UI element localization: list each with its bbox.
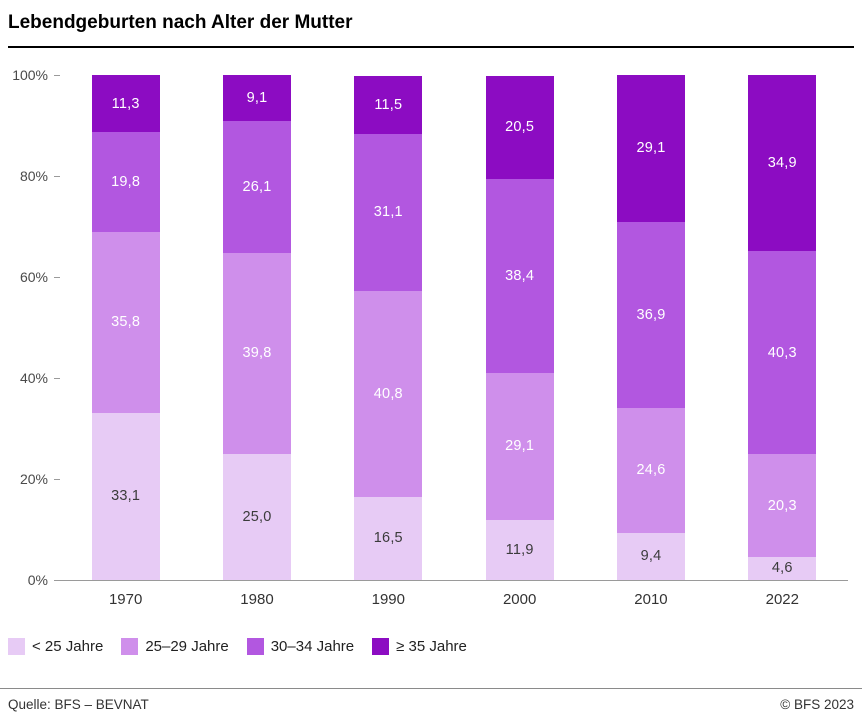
footer: Quelle: BFS – BEVNAT © BFS 2023 bbox=[0, 688, 862, 721]
segment-value-label: 20,5 bbox=[505, 119, 535, 136]
segment-value-label: 9,1 bbox=[246, 89, 268, 106]
bar-segment: 20,5 bbox=[485, 75, 554, 180]
bar-2010: 9,4 24,6 36,9 29,1 bbox=[616, 75, 685, 580]
segment-value-label: 29,1 bbox=[505, 438, 535, 455]
legend-item: ≥ 35 Jahre bbox=[372, 638, 467, 655]
segment-value-label: 39,8 bbox=[242, 345, 272, 362]
bar-segment: 26,1 bbox=[222, 120, 291, 253]
segment-value-label: 40,3 bbox=[767, 344, 797, 361]
legend-item: 30–34 Jahre bbox=[246, 638, 355, 655]
bar-segment: 25,0 bbox=[222, 453, 291, 580]
segment-value-label: 4,6 bbox=[771, 560, 793, 577]
bar-segment: 11,3 bbox=[91, 75, 160, 133]
y-tick-label: 80% bbox=[19, 168, 48, 184]
x-tick-label: 1990 bbox=[371, 591, 405, 608]
bar-1980: 25,0 39,8 26,1 9,1 bbox=[222, 75, 291, 580]
bar-segment: 16,5 bbox=[354, 496, 423, 580]
segment-value-label: 16,5 bbox=[373, 530, 403, 547]
legend-item: 25–29 Jahre bbox=[121, 638, 229, 655]
x-tick-label: 2010 bbox=[634, 591, 668, 608]
segment-value-label: 33,1 bbox=[111, 488, 141, 505]
segment-value-label: 25,0 bbox=[242, 508, 272, 525]
bar-segment: 29,1 bbox=[616, 75, 685, 222]
segment-value-label: 36,9 bbox=[636, 307, 666, 324]
bar-segment: 11,5 bbox=[354, 75, 423, 134]
y-tick-label: 40% bbox=[19, 370, 48, 386]
segment-value-label: 31,1 bbox=[373, 204, 403, 221]
y-tick-label: 0% bbox=[27, 572, 48, 588]
legend-swatch bbox=[121, 638, 139, 655]
legend-label: 25–29 Jahre bbox=[145, 638, 229, 655]
segment-value-label: 11,9 bbox=[505, 541, 534, 558]
copyright-note: © BFS 2023 bbox=[780, 697, 854, 712]
bar-segment: 39,8 bbox=[222, 252, 291, 454]
y-tick-mark bbox=[54, 176, 60, 177]
y-tick-mark bbox=[54, 277, 60, 278]
segment-value-label: 19,8 bbox=[111, 174, 141, 191]
bar-segment: 29,1 bbox=[485, 372, 554, 520]
legend-swatch bbox=[8, 638, 25, 655]
legend-label: 30–34 Jahre bbox=[270, 638, 355, 655]
bar-segment: 35,8 bbox=[91, 232, 160, 413]
bar-1970: 33,1 35,8 19,8 11,3 bbox=[91, 75, 160, 580]
segment-value-label: 11,3 bbox=[111, 95, 140, 112]
bar-segment: 20,3 bbox=[748, 454, 817, 557]
bar-segment: 9,4 bbox=[616, 532, 685, 580]
bar-segment: 40,3 bbox=[748, 251, 817, 455]
bar-segment: 34,9 bbox=[748, 75, 817, 252]
segment-value-label: 20,3 bbox=[767, 497, 797, 514]
plot-area: 33,1 35,8 19,8 11,3 25,0 39,8 26,1 9,1 16,5 40,8 3… bbox=[60, 75, 848, 581]
chart-title: Lebendgeburten nach Alter der Mutter bbox=[8, 12, 854, 48]
bar-segment: 4,6 bbox=[748, 556, 817, 580]
source-note: Quelle: BFS – BEVNAT bbox=[8, 697, 149, 712]
bar-segment: 36,9 bbox=[616, 221, 685, 409]
y-tick-mark bbox=[54, 479, 60, 480]
legend-label: ≥ 35 Jahre bbox=[396, 638, 467, 655]
legend-swatch bbox=[246, 638, 264, 655]
bar-1990: 16,5 40,8 31,1 11,5 bbox=[354, 75, 423, 580]
segment-value-label: 38,4 bbox=[505, 268, 535, 284]
bar-segment: 31,1 bbox=[354, 133, 423, 291]
legend-label: < 25 Jahre bbox=[32, 638, 104, 655]
bar-segment: 33,1 bbox=[91, 412, 160, 580]
segment-value-label: 9,4 bbox=[640, 548, 662, 565]
y-tick-mark bbox=[54, 378, 60, 379]
x-tick-label: 2000 bbox=[502, 591, 537, 608]
y-tick-label: 100% bbox=[12, 67, 48, 83]
bar-2000: 11,9 29,1 38,4 20,5 bbox=[485, 75, 554, 580]
segment-value-label: 40,8 bbox=[373, 385, 403, 402]
bar-segment: 24,6 bbox=[616, 408, 685, 533]
segment-value-label: 26,1 bbox=[242, 178, 272, 195]
bar-segment: 40,8 bbox=[354, 290, 423, 497]
bar-segment: 9,1 bbox=[222, 75, 291, 121]
segment-value-label: 29,1 bbox=[636, 140, 666, 157]
segment-value-label: 24,6 bbox=[636, 462, 666, 479]
bar-segment: 19,8 bbox=[91, 132, 160, 233]
x-tick-label: 1970 bbox=[108, 591, 143, 608]
bar-2022: 4,6 20,3 40,3 34,9 bbox=[748, 75, 817, 580]
x-tick-label: 2022 bbox=[765, 591, 799, 608]
legend-swatch bbox=[372, 638, 390, 655]
bar-segment: 11,9 bbox=[485, 519, 554, 580]
x-tick-label: 1980 bbox=[240, 591, 274, 608]
y-tick-label: 60% bbox=[19, 269, 48, 285]
legend: < 25 Jahre 25–29 Jahre 30–34 Jahre ≥ 35 Jah… bbox=[8, 638, 854, 655]
y-tick-mark bbox=[54, 580, 60, 581]
bar-segment: 38,4 bbox=[485, 179, 554, 373]
y-tick-label: 20% bbox=[19, 471, 48, 487]
segment-value-label: 11,5 bbox=[374, 96, 403, 113]
header: Lebendgeburten nach Alter der Mutter bbox=[0, 0, 862, 48]
legend-item: < 25 Jahre bbox=[8, 638, 103, 655]
segment-value-label: 34,9 bbox=[767, 155, 797, 172]
x-axis: 1970 1980 1990 2000 2010 2022 bbox=[60, 591, 848, 608]
y-tick-mark bbox=[54, 75, 60, 76]
segment-value-label: 35,8 bbox=[111, 314, 141, 331]
